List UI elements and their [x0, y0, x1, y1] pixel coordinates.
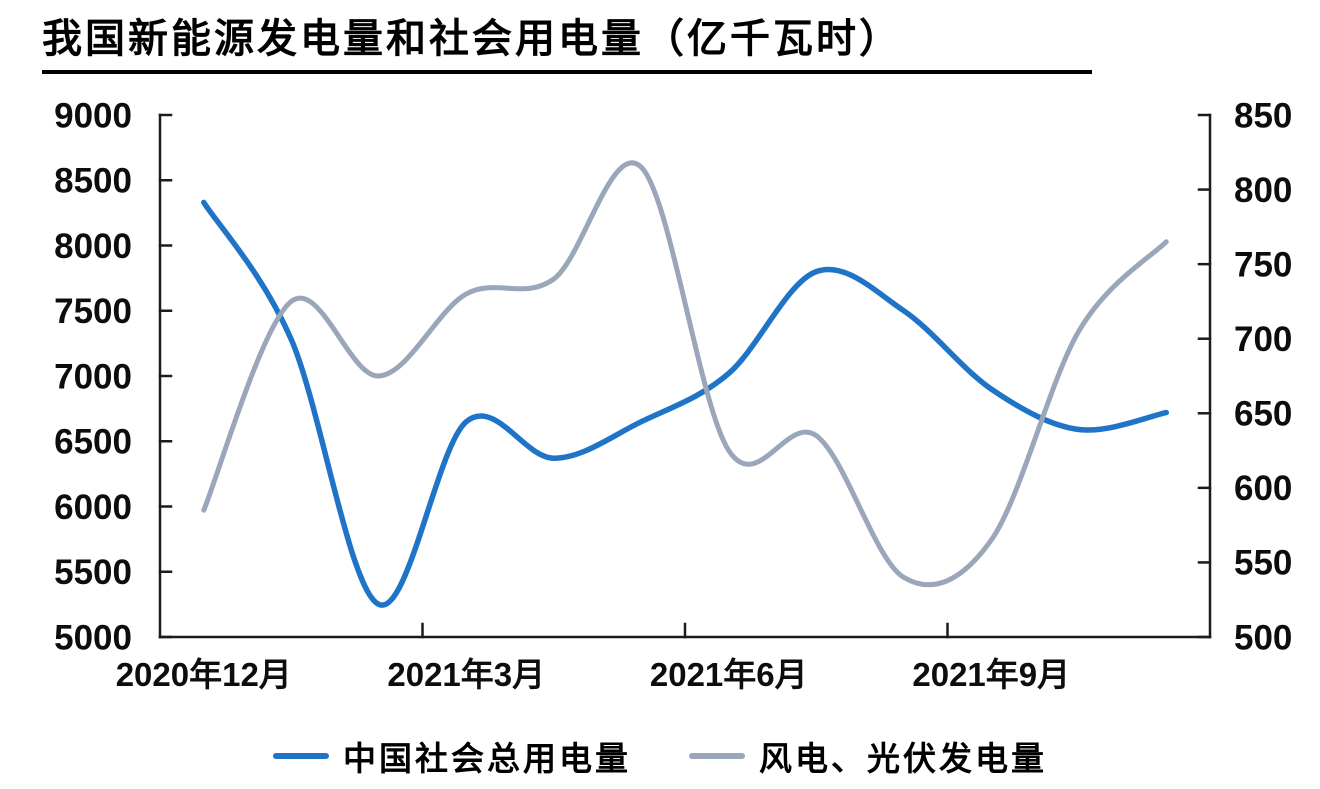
chart-title: 我国新能源发电量和社会用电量（亿千瓦时） [42, 6, 1092, 74]
x-tick-label: 2021年3月 [387, 656, 545, 693]
y-left-tick-label: 6000 [54, 488, 132, 527]
legend-swatch-blue-line [273, 753, 329, 759]
y-left-tick-label: 5000 [54, 618, 132, 657]
legend-label-wind-solar-generation: 风电、光伏发电量 [759, 742, 1047, 778]
y-right-tick-label: 850 [1234, 96, 1292, 135]
x-tick-label: 2020年12月 [116, 656, 292, 693]
y-left-tick-label: 8500 [54, 162, 132, 201]
y-left-tick-label: 8000 [54, 227, 132, 266]
y-left-tick-label: 9000 [54, 96, 132, 135]
legend-item-wind-solar-generation: 风电、光伏发电量 [689, 732, 1047, 780]
legend-label-social-consumption: 中国社会总用电量 [343, 742, 631, 778]
y-left-tick-label: 6500 [54, 423, 132, 462]
series-line-social-consumption [201, 199, 1169, 608]
x-tick-label: 2021年6月 [650, 656, 808, 693]
series-line-wind-solar-generation [201, 160, 1169, 588]
y-right-tick-label: 500 [1234, 618, 1292, 657]
y-right-tick-label: 800 [1234, 171, 1292, 210]
y-right-tick-label: 550 [1234, 544, 1292, 583]
y-right-tick-label: 700 [1234, 320, 1292, 359]
y-left-tick-label: 7000 [54, 357, 132, 396]
y-right-tick-label: 750 [1234, 245, 1292, 284]
x-tick-label: 2021年9月 [912, 656, 1070, 693]
y-right-tick-label: 650 [1234, 395, 1292, 434]
y-right-tick-label: 600 [1234, 469, 1292, 508]
y-left-tick-label: 7500 [54, 292, 132, 331]
legend-item-social-consumption: 中国社会总用电量 [273, 732, 631, 780]
chart-legend: 中国社会总用电量 风电、光伏发电量 [0, 732, 1320, 780]
legend-swatch-gray-line [689, 753, 745, 759]
y-left-tick-label: 5500 [54, 553, 132, 592]
